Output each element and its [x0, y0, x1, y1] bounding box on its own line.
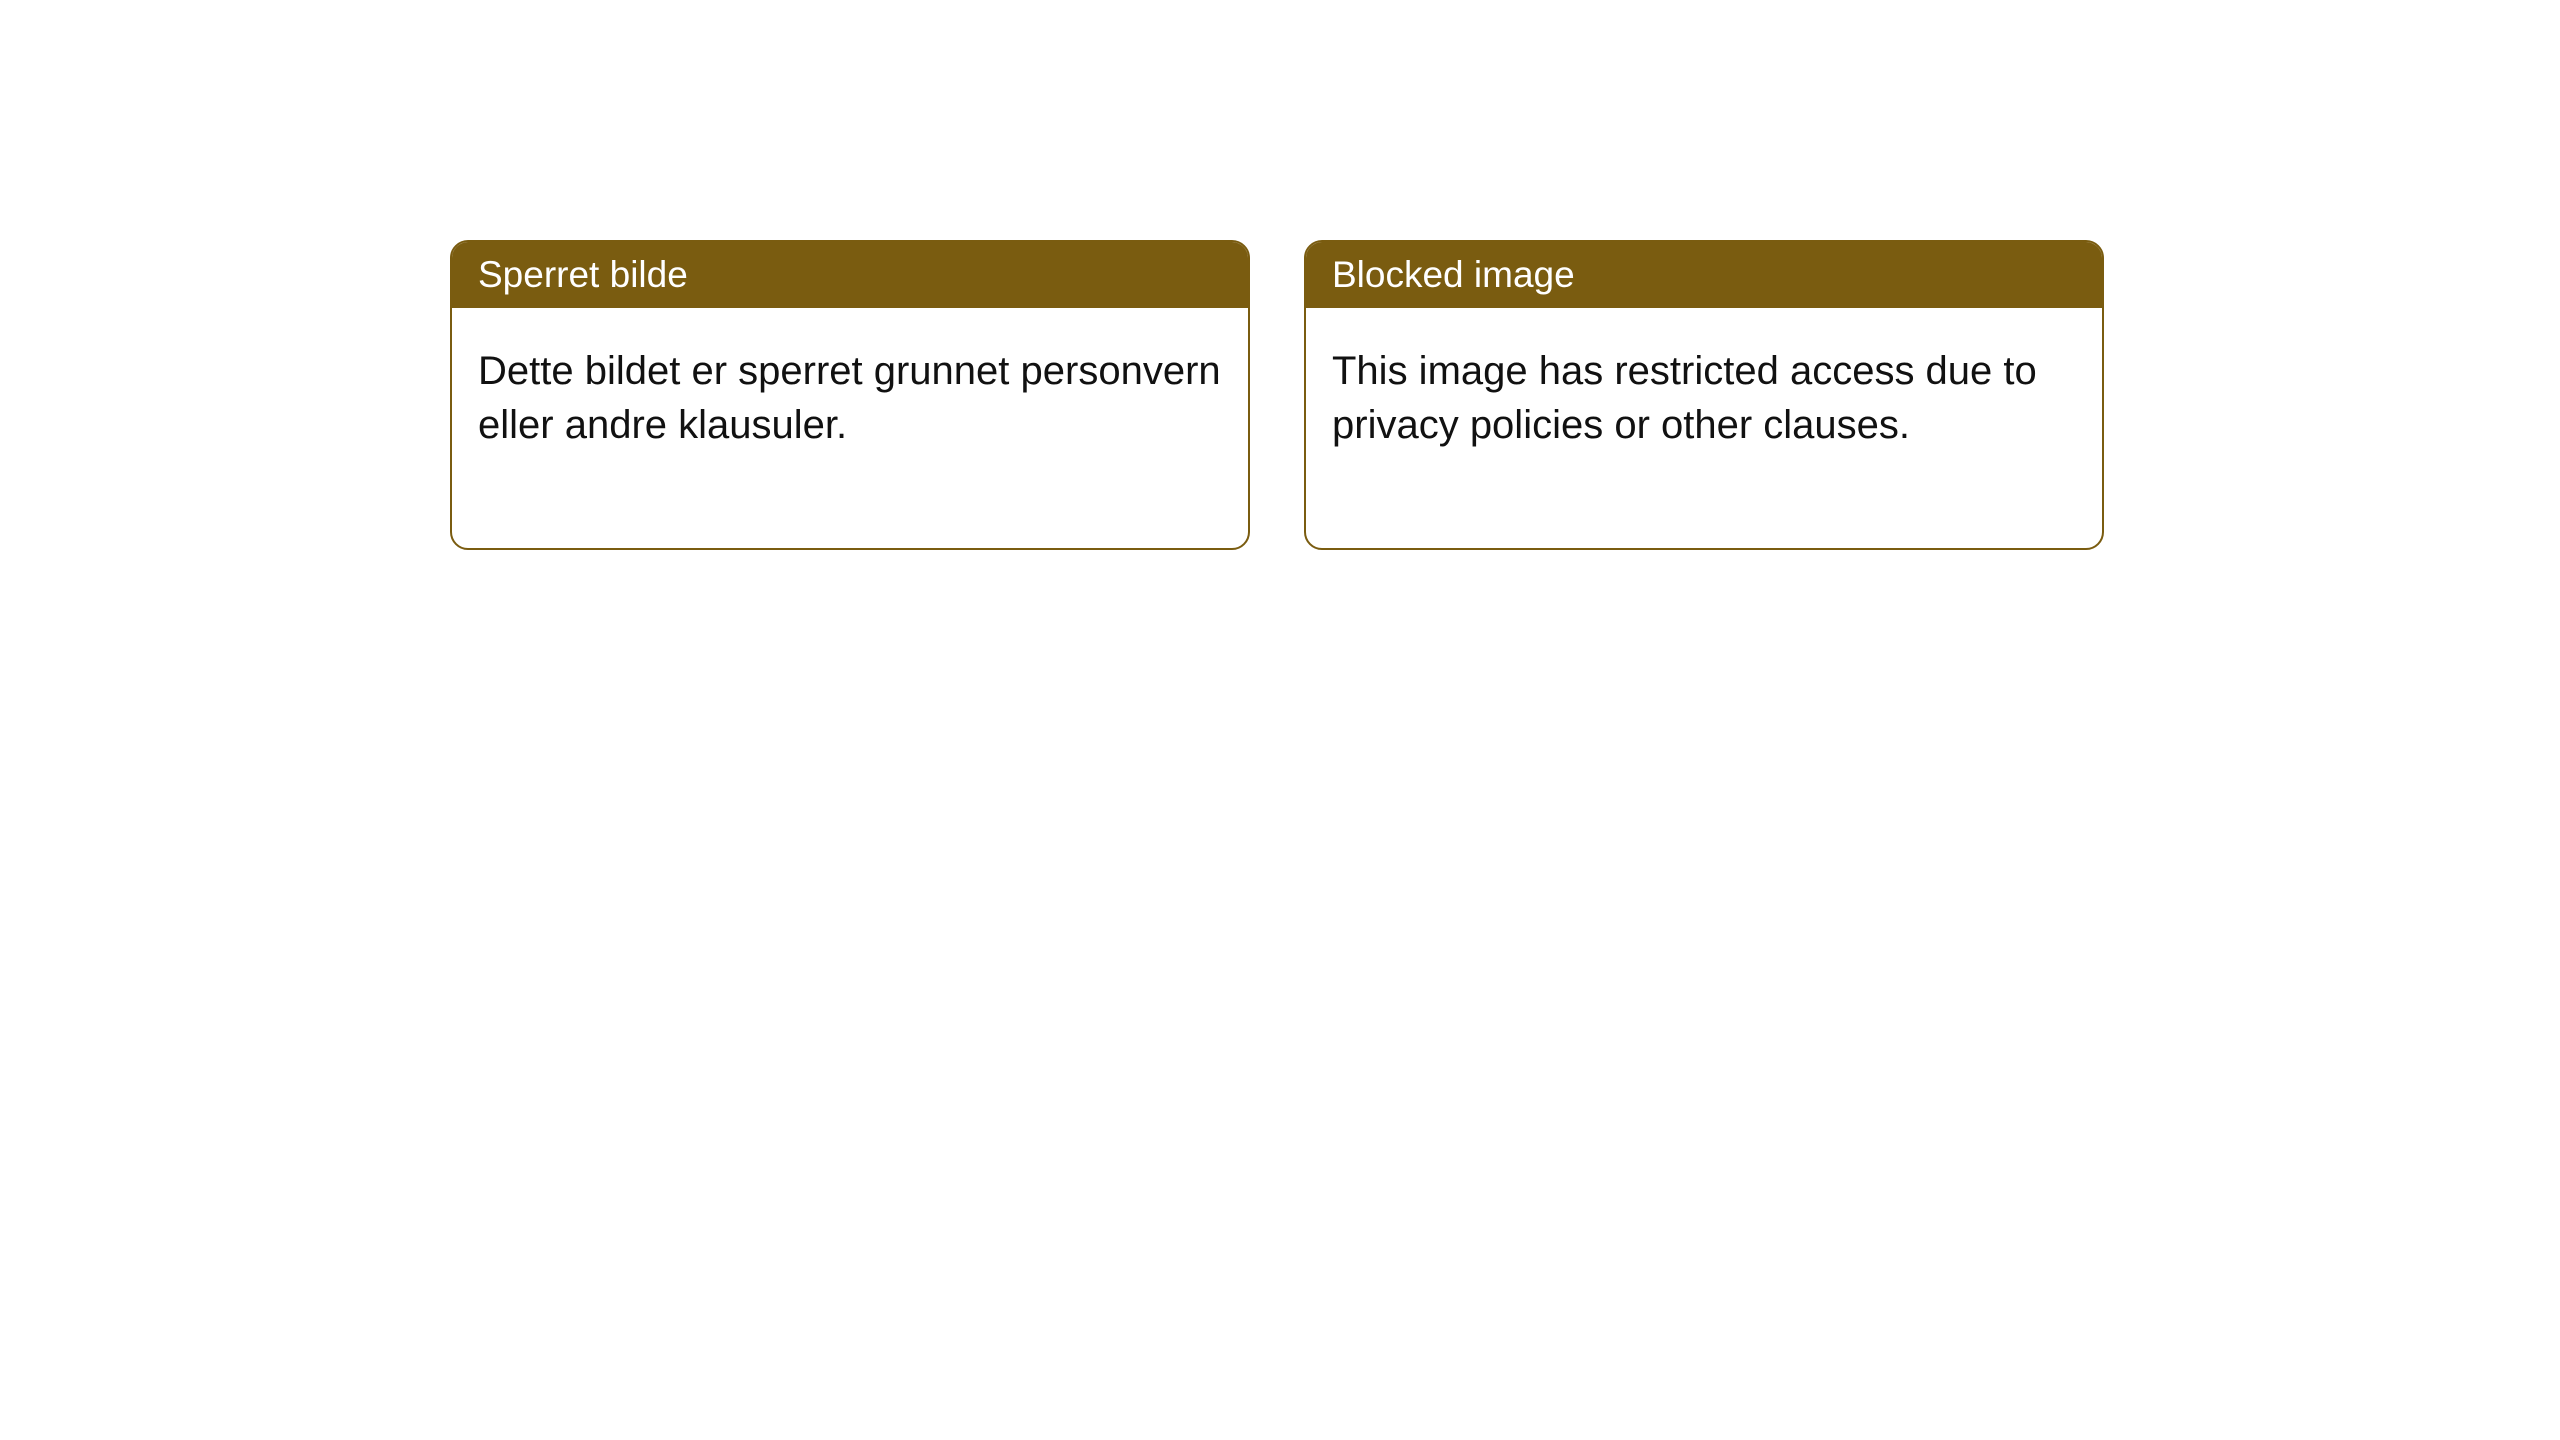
- card-english: Blocked image This image has restricted …: [1304, 240, 2104, 550]
- card-title: Blocked image: [1332, 254, 1575, 295]
- card-body-text: This image has restricted access due to …: [1332, 349, 2037, 447]
- card-header: Blocked image: [1306, 242, 2102, 308]
- card-body: This image has restricted access due to …: [1306, 308, 2102, 548]
- card-body: Dette bildet er sperret grunnet personve…: [452, 308, 1248, 548]
- card-norwegian: Sperret bilde Dette bildet er sperret gr…: [450, 240, 1250, 550]
- card-title: Sperret bilde: [478, 254, 688, 295]
- card-header: Sperret bilde: [452, 242, 1248, 308]
- blocked-image-cards: Sperret bilde Dette bildet er sperret gr…: [450, 240, 2104, 550]
- card-body-text: Dette bildet er sperret grunnet personve…: [478, 349, 1221, 447]
